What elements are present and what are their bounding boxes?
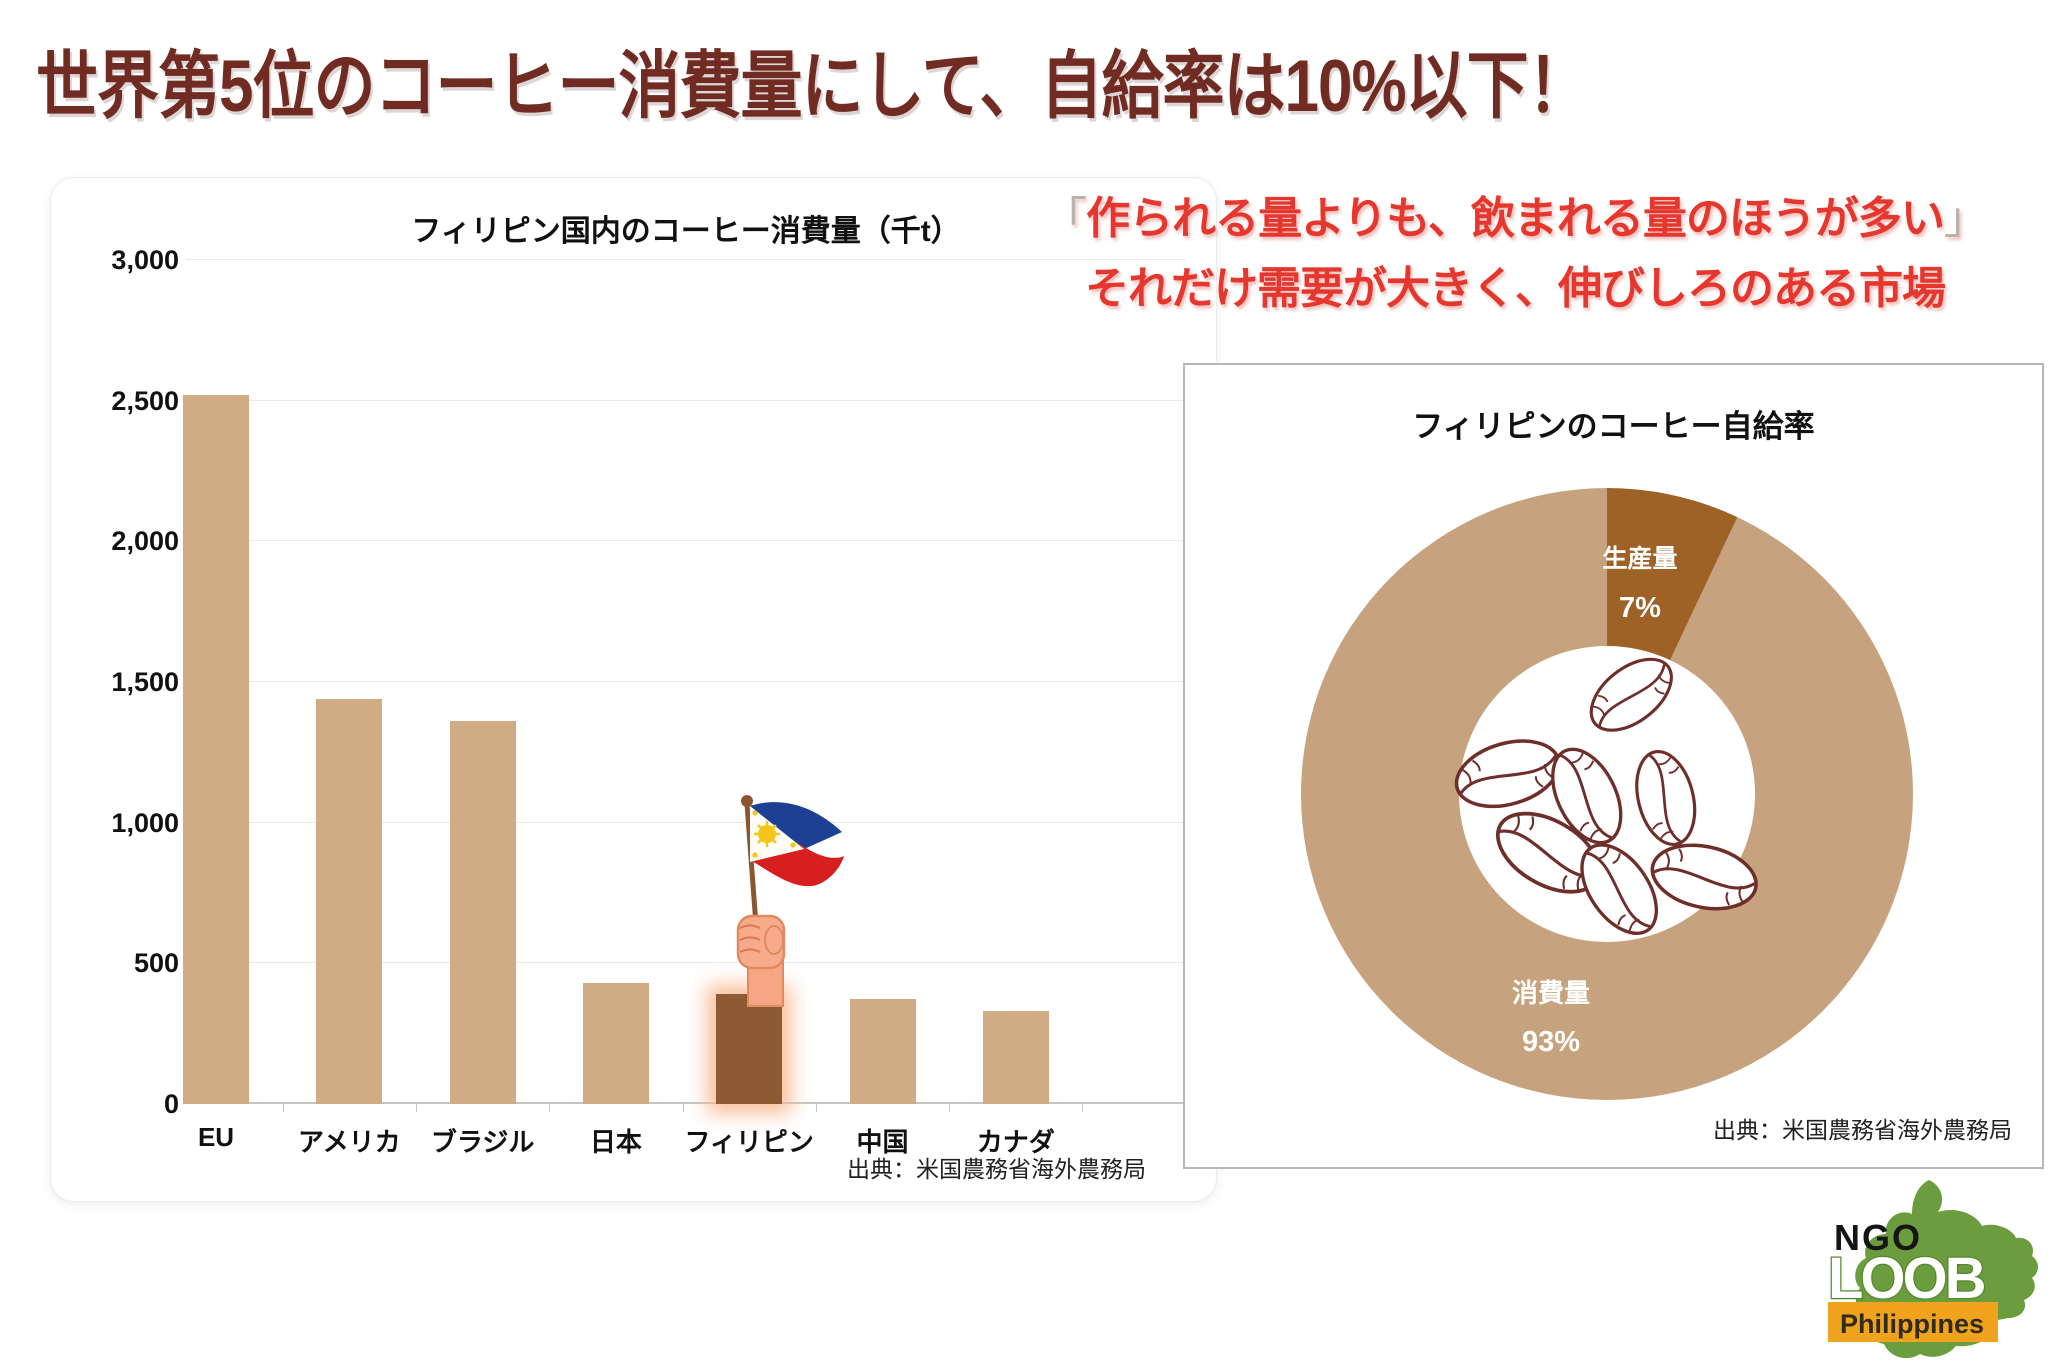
donut-label-consumption: 消費量 93%: [1471, 971, 1631, 1067]
donut-chart: [1301, 488, 1913, 1100]
donut-chart-title: フィリピンのコーヒー自給率: [1412, 409, 1815, 444]
gridline: [186, 540, 1186, 542]
y-axis-tick-label: 2,000: [111, 526, 179, 557]
gridline: [186, 1102, 1186, 1104]
x-axis-tick: [815, 1104, 817, 1112]
x-axis-tick: [682, 1104, 684, 1112]
philippine-flag-icon: [750, 802, 844, 887]
red-callout-line2: それだけ需要が大きく、伸びしろのある市場: [1085, 264, 1946, 314]
bar-アメリカ: [316, 698, 383, 1104]
y-axis-tick-label: 1,500: [111, 667, 179, 697]
logo-philippines-text: Philippines: [1840, 1309, 1984, 1339]
bar-EU: [183, 395, 249, 1104]
logo-loob-text: LOOB: [1828, 1246, 1985, 1311]
gridline: [186, 962, 1186, 964]
open-corner-bracket: 「: [1043, 194, 1087, 243]
donut-label-production: 生産量 7%: [1560, 537, 1720, 634]
x-axis-category-label: 中国: [856, 1127, 909, 1157]
x-axis-tick: [949, 1104, 951, 1112]
bar-カナダ: [982, 1011, 1049, 1104]
red-callout-text: 「作られる量よりも、飲まれる量のほうが多い」 それだけ需要が大きく、伸びしろのあ…: [985, 184, 2045, 325]
x-axis-category-label: カナダ: [976, 1127, 1055, 1157]
consumption-label: 消費量: [1511, 978, 1590, 1008]
x-axis-category-label: ブラジル: [430, 1127, 535, 1157]
gridline: [186, 681, 1186, 682]
bar-chart-source: 出典：米国農務省海外農務局: [847, 1156, 1146, 1182]
ngo-loob-philippines-logo: NGO LOOB Philippines: [1827, 1180, 2038, 1359]
consumption-value: 93%: [1521, 1025, 1581, 1058]
close-corner-bracket: 」: [1943, 194, 1988, 243]
donut-hole: [1447, 643, 1764, 949]
x-axis-category-label: 日本: [589, 1127, 642, 1157]
x-axis-category-label: フィリピン: [684, 1127, 814, 1157]
hand-holding-philippine-flag-illustration: [736, 795, 844, 1007]
production-label: 生産量: [1602, 545, 1678, 573]
y-axis-tick-label: 1,000: [111, 807, 179, 838]
gridline: [186, 399, 1186, 401]
x-axis-tick: [549, 1104, 551, 1112]
logo-ngo-text: NGO: [1834, 1217, 1922, 1258]
red-callout-line1: 「作られる量よりも、飲まれる量のほうが多い」: [1043, 194, 1988, 243]
x-axis-category-label: EU: [197, 1122, 235, 1152]
bar-chart-plot-area: [183, 259, 1186, 1112]
donut-chart-panel: フィリピンのコーヒー自給率: [1183, 363, 2044, 1169]
bar-フィリピン: [716, 994, 783, 1104]
gridline: [186, 259, 1186, 260]
page-title: 世界第5位のコーヒー消費量にして、自給率は10%以下！: [36, 46, 1590, 128]
bar-ブラジル: [449, 721, 516, 1104]
x-axis-category-label: アメリカ: [297, 1127, 401, 1157]
gridline: [186, 821, 1186, 823]
coffee-beans-illustration: [1447, 643, 1764, 949]
y-axis-tick-label: 2,500: [111, 385, 179, 416]
y-axis-tick-label: 0: [163, 1089, 179, 1119]
x-axis-tick: [282, 1104, 284, 1112]
flagpole-finial: [741, 795, 753, 807]
y-axis-labels: 0 500 1,000 1,500 2,000 2,500 3,000: [59, 245, 179, 1119]
donut-chart-source: 出典：米国農務省海外農務局: [1713, 1117, 2012, 1143]
x-axis-tick: [415, 1104, 417, 1112]
raised-fist-icon: [736, 914, 786, 1007]
bar-日本: [582, 983, 649, 1104]
bar-chart-title: フィリピン国内のコーヒー消費量（千t）: [411, 215, 961, 248]
bar-chart-panel: フィリピン国内のコーヒー消費量（千t）: [50, 177, 1217, 1202]
bar-中国: [849, 998, 916, 1104]
y-axis-tick-label: 500: [133, 948, 179, 979]
production-value: 7%: [1619, 592, 1661, 624]
logo-orange-band: [1828, 1302, 1998, 1342]
x-axis-tick: [1082, 1104, 1084, 1112]
y-axis-tick-label: 3,000: [111, 245, 179, 275]
